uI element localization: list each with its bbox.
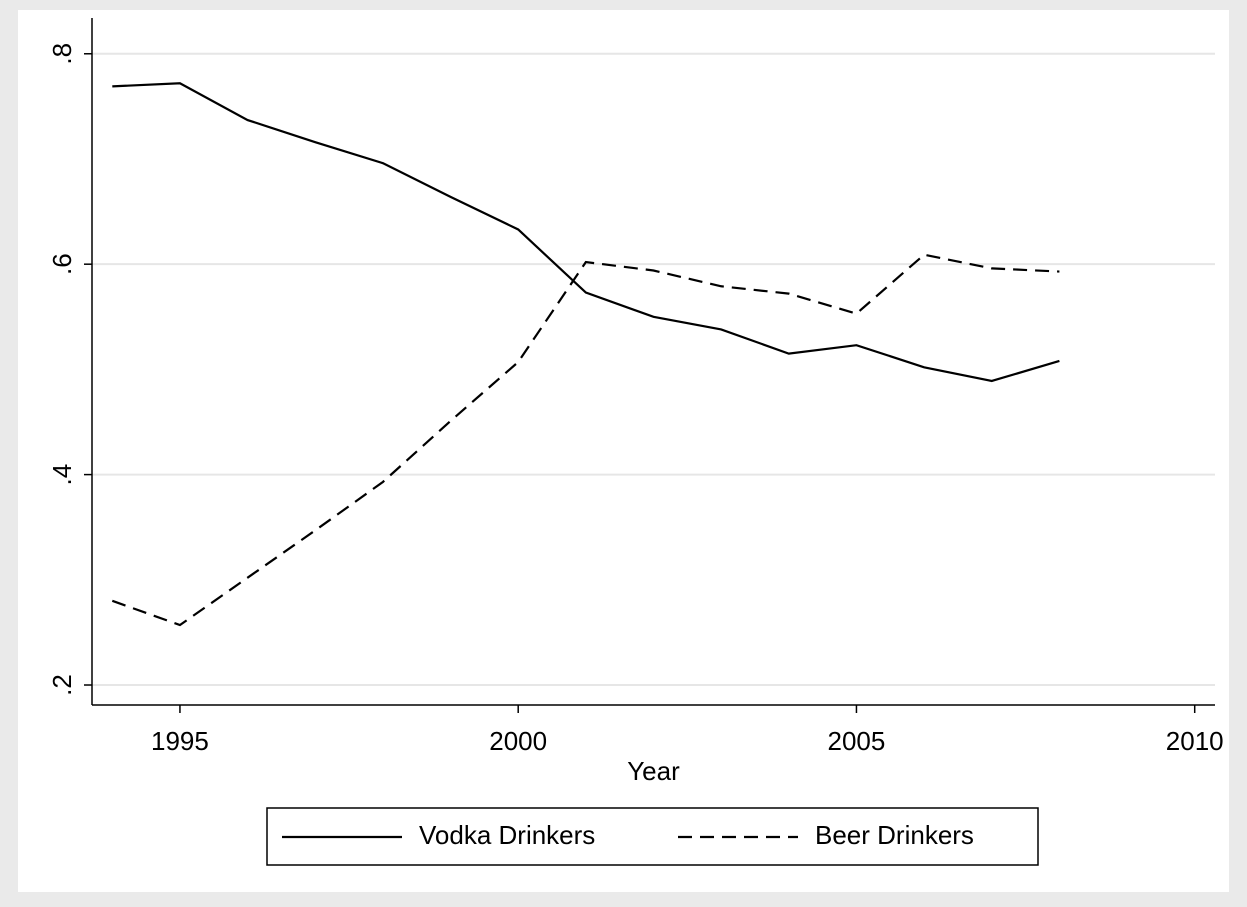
y-tick-label: .6 bbox=[47, 253, 77, 275]
x-tick-label: 1995 bbox=[151, 726, 209, 756]
line-series bbox=[112, 82, 1060, 383]
x-tick-label: 2005 bbox=[828, 726, 886, 756]
graph-region bbox=[18, 10, 1229, 892]
line-series bbox=[111, 253, 1060, 627]
y-tick-label: .2 bbox=[47, 674, 77, 696]
x-tick-label: 2000 bbox=[489, 726, 547, 756]
y-tick-label: .4 bbox=[47, 464, 77, 486]
legend-label: Beer Drinkers bbox=[815, 820, 974, 850]
legend-label: Vodka Drinkers bbox=[419, 820, 595, 850]
x-axis-label: Year bbox=[627, 756, 680, 786]
x-tick-label: 2010 bbox=[1166, 726, 1224, 756]
y-tick-label: .8 bbox=[47, 43, 77, 65]
